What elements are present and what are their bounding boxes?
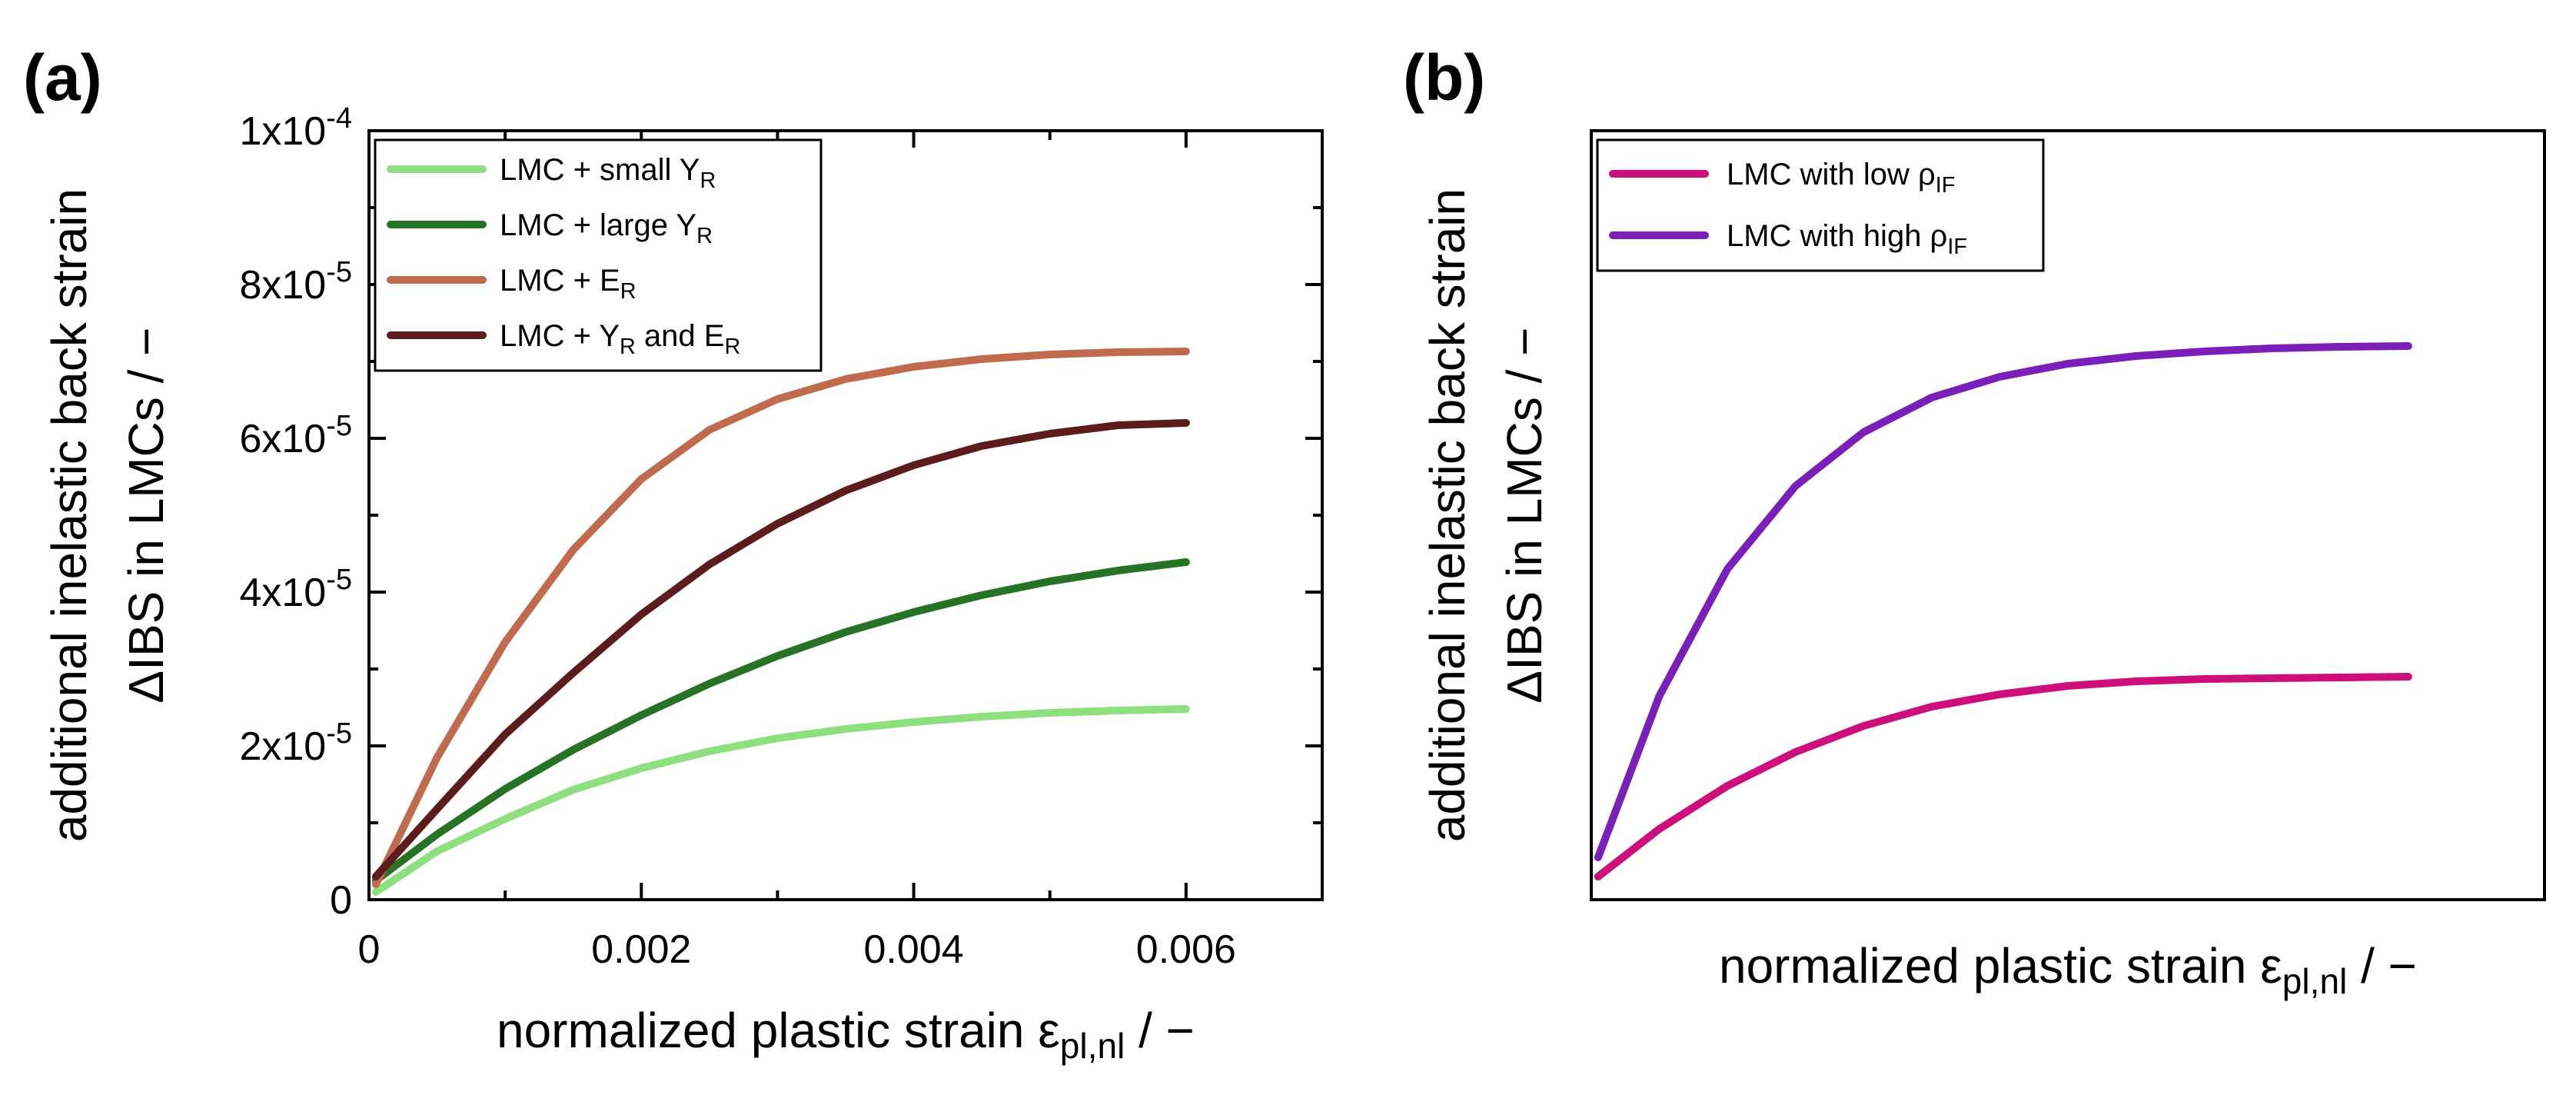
x-axis-title-tail-a: / − bbox=[1125, 1003, 1195, 1058]
plot-frame-b bbox=[1590, 129, 2546, 901]
ticks-a: 0 0.002 0.004 0.006 0 2x10-5 4x10-5 6x10-5 8x10-… bbox=[239, 102, 1324, 972]
x-axis-title-main-b: normalized plastic strain bbox=[1719, 938, 2260, 993]
y-tick-label: 0 bbox=[330, 878, 352, 923]
legend-label-yr-er: LMC + YR and ER bbox=[500, 319, 740, 359]
x-tick-label: 0.002 bbox=[591, 927, 691, 972]
legend-label-small-yr: LMC + small YR bbox=[500, 153, 716, 193]
x-axis-title-sub-a: pl,nl bbox=[1060, 1026, 1125, 1066]
y-tick-label: 2x10-5 bbox=[239, 717, 352, 769]
x-tick-label: 0.006 bbox=[1136, 927, 1236, 972]
y-axis-title-line1-b: additional inelastic back strain bbox=[1420, 188, 1475, 842]
series-line-b-1 bbox=[1594, 342, 2412, 861]
series-line-a-2 bbox=[371, 348, 1190, 888]
y-axis-title-line1-a: additional inelastic back strain bbox=[42, 188, 97, 842]
y-axis-title-line2-a: ΔIBS in LMCs / − bbox=[118, 327, 174, 703]
y-tick-label: 4x10-5 bbox=[239, 564, 352, 615]
y-tick-label: 1x10-4 bbox=[239, 102, 352, 154]
x-axis-title-main-a: normalized plastic strain bbox=[497, 1003, 1038, 1058]
x-axis-title-symbol-a: ε bbox=[1038, 1003, 1060, 1058]
panel-label-b: (b) bbox=[1403, 42, 1485, 114]
series-line-a-1 bbox=[371, 558, 1190, 884]
series-group-b bbox=[1594, 342, 2412, 880]
legend-label-er: LMC + ER bbox=[500, 264, 637, 304]
x-axis-title-symbol-b: ε bbox=[2260, 938, 2282, 993]
x-tick-label: 0.004 bbox=[864, 927, 964, 972]
legend-box-b bbox=[1596, 138, 2045, 272]
x-axis-title-sub-b: pl,nl bbox=[2282, 961, 2348, 1001]
x-axis-title-b: normalized plastic strain εpl,nl / − bbox=[1719, 938, 2417, 1001]
panel-label-a: (a) bbox=[23, 42, 102, 114]
panel-a: (a) 0 0.002 0.004 0.006 0 2x10-5 4x10-5 6x10-5 8… bbox=[23, 42, 1324, 1066]
x-tick-label: 0 bbox=[358, 927, 381, 972]
legend-label-large-yr: LMC + large YR bbox=[500, 208, 713, 248]
legend-a: LMC + small YR LMC + large YR LMC + ER L… bbox=[374, 138, 823, 372]
series-line-a-3 bbox=[371, 419, 1190, 880]
legend-b: LMC with low ρIF LMC with high ρIF bbox=[1596, 138, 2045, 272]
y-tick-label: 6x10-5 bbox=[239, 410, 352, 461]
x-axis-title-a: normalized plastic strain εpl,nl / − bbox=[497, 1003, 1195, 1066]
legend-label-high-rho: LMC with high ρIF bbox=[1727, 219, 1967, 259]
series-line-a-0 bbox=[371, 705, 1190, 896]
y-axis-title-line2-b: ΔIBS in LMCs / − bbox=[1497, 327, 1552, 703]
series-line-b-0 bbox=[1594, 673, 2412, 880]
x-axis-title-tail-b: / − bbox=[2347, 938, 2417, 993]
series-group-a bbox=[371, 348, 1190, 896]
legend-label-low-rho: LMC with low ρIF bbox=[1727, 158, 1955, 198]
y-tick-label: 8x10-5 bbox=[239, 256, 352, 308]
panel-b: (b) additional inelastic back strain ΔIB… bbox=[1403, 42, 2546, 1001]
